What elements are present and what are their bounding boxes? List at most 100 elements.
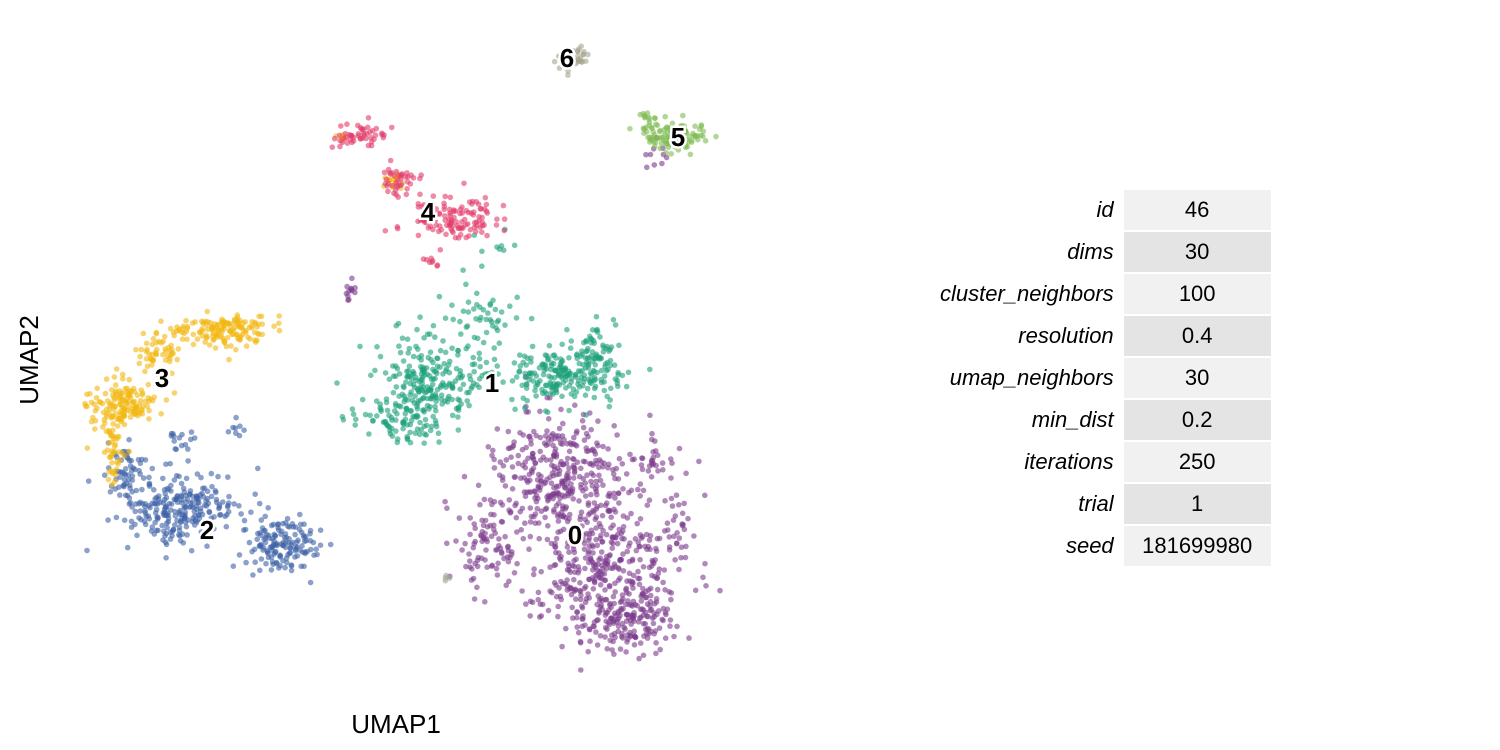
point-cluster-0 [542,506,549,513]
point-cluster-2 [226,493,232,500]
point-cluster-5 [702,138,709,144]
point-cluster-1 [432,403,438,410]
point-cluster-2 [299,543,305,549]
point-cluster-0 [577,513,584,520]
point-cluster-1 [519,382,525,389]
point-cluster-0 [594,617,600,624]
point-cluster-3 [258,313,265,320]
point-cluster-3 [145,381,152,388]
point-cluster-2 [288,563,295,569]
point-cluster-1 [403,379,409,386]
point-cluster-2 [283,555,290,561]
point-cluster-2 [129,489,135,495]
param-row-trial: trial 1 [940,484,1271,524]
point-cluster-2 [180,540,187,546]
point-cluster-1 [466,389,472,396]
point-cluster-2 [222,513,228,520]
point-cluster-1 [487,302,494,308]
point-cluster-0 [573,430,580,436]
point-cluster-0 [609,545,616,551]
point-cluster-0 [564,583,571,589]
point-cluster-3 [103,376,110,382]
point-cluster-0 [470,575,477,582]
point-cluster-0 [635,568,641,575]
point-cluster-0 [344,283,350,290]
point-cluster-1 [460,308,467,315]
point-cluster-1 [449,396,455,403]
point-cluster-3 [259,321,266,327]
point-cluster-4 [365,115,372,121]
point-cluster-5 [649,134,656,141]
point-cluster-0 [561,493,568,500]
point-cluster-1 [483,359,490,366]
point-cluster-1 [592,362,599,368]
point-cluster-0 [571,549,578,556]
point-cluster-0 [572,465,578,472]
point-cluster-1 [572,371,579,378]
point-cluster-2 [233,414,239,421]
point-cluster-1 [350,411,357,418]
point-cluster-0 [629,456,636,463]
point-cluster-0 [577,596,584,603]
point-cluster-1 [339,413,346,420]
point-cluster-2 [284,515,291,522]
point-cluster-1 [404,336,411,343]
point-cluster-1 [474,290,480,297]
point-cluster-4 [482,194,489,201]
point-cluster-2 [280,542,286,549]
point-cluster-1 [465,299,472,306]
point-cluster-3 [184,325,190,332]
point-cluster-1 [334,380,340,386]
point-cluster-2 [155,496,162,503]
point-cluster-2 [121,477,128,483]
point-cluster-0 [653,650,659,657]
point-cluster-1 [491,345,498,351]
point-cluster-0 [620,551,626,557]
point-cluster-5 [688,139,695,145]
point-cluster-0 [444,505,450,512]
point-cluster-1 [460,267,466,274]
point-cluster-2 [167,536,174,542]
point-cluster-0 [349,275,355,282]
point-cluster-1 [353,416,359,423]
point-cluster-0 [583,445,589,451]
point-cluster-2 [301,521,307,527]
point-cluster-0 [662,587,668,593]
point-cluster-3 [245,334,251,341]
point-cluster-1 [623,383,630,390]
point-cluster-1 [625,369,632,376]
point-cluster-0 [565,560,571,567]
point-cluster-0 [648,592,654,599]
point-cluster-0 [575,629,582,636]
point-cluster-0 [581,437,588,444]
point-cluster-0 [602,634,608,640]
point-cluster-0 [630,579,636,586]
point-cluster-0 [603,609,609,616]
point-cluster-4 [391,190,397,196]
point-cluster-3 [111,395,117,401]
point-cluster-0 [685,515,691,522]
point-cluster-0 [623,471,630,477]
point-cluster-0 [509,486,516,492]
point-cluster-0 [496,536,502,542]
point-cluster-1 [562,366,568,372]
point-cluster-0 [655,468,661,474]
point-cluster-0 [453,538,459,544]
point-cluster-5 [657,145,663,152]
point-cluster-1 [404,406,410,413]
point-cluster-0 [672,557,678,563]
point-cluster-1 [423,422,430,429]
point-cluster-2 [237,423,243,430]
point-cluster-4 [501,227,508,234]
point-cluster-1 [420,395,426,402]
point-cluster-3 [179,325,186,332]
point-cluster-1 [466,402,472,409]
point-cluster-0 [647,598,654,605]
param-row-cluster-neighbors: cluster_neighbors 100 [940,274,1271,314]
point-cluster-2 [313,546,320,552]
point-cluster-2 [151,531,158,537]
point-cluster-3 [153,329,160,336]
point-cluster-0 [612,475,618,482]
point-cluster-0 [590,472,597,479]
point-cluster-0 [527,519,534,525]
